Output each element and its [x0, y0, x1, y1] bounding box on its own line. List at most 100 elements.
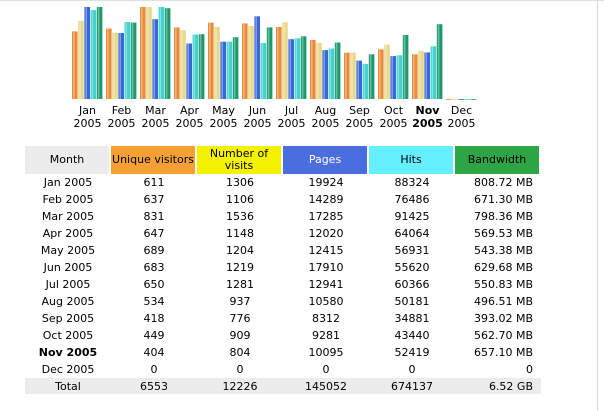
table-row: Mar 2005 831 1536 17285 91425 798.36 MB: [25, 208, 541, 225]
bar-highlight: [233, 37, 236, 99]
x-tick-year: 2005: [277, 117, 306, 130]
bar-highlight: [397, 55, 400, 99]
cell-visits: 909: [229, 329, 251, 342]
bar-highlight: [147, 7, 149, 99]
bar-highlight: [125, 22, 128, 99]
bar-highlight: [141, 7, 143, 99]
bar-pages-sep-2005: [356, 60, 362, 99]
top-border: [0, 0, 604, 1]
cell-pages: 12415: [308, 244, 344, 257]
bar-highlight: [181, 30, 183, 100]
x-tick-month: May: [212, 104, 235, 117]
bar-bandwidth-dec-2005: [470, 99, 477, 100]
cell-pages: 12020: [308, 227, 344, 240]
x-tick-year: 2005: [141, 117, 170, 130]
cell-month: May 2005: [40, 244, 96, 257]
bar-hits-apr-2005: [192, 34, 199, 99]
bar-pages-feb-2005: [118, 33, 124, 99]
x-tick-month: Jan: [79, 104, 96, 117]
bar-highlight: [267, 27, 270, 99]
bar-highlight: [413, 54, 415, 99]
bar-highlight: [159, 7, 162, 99]
cell-pages: 17910: [308, 261, 344, 274]
total-cell-pages: 145052: [283, 378, 369, 394]
bar-bandwidth-aug-2005: [334, 42, 341, 99]
bar-unique-visitors-jun-2005: [242, 23, 248, 99]
cell-pages: 9281: [312, 329, 340, 342]
x-tick-month: Sep: [349, 104, 370, 117]
header-number-of-visits: Number of visits: [197, 146, 283, 174]
cell-unique-visitors: 650: [143, 278, 165, 291]
cell-hits: 50181: [394, 295, 430, 308]
bar-highlight: [311, 39, 313, 99]
bar-highlight: [193, 34, 196, 99]
x-tick-year: 2005: [209, 117, 238, 130]
cell-hits: 88324: [394, 176, 430, 189]
bar-hits-feb-2005: [124, 22, 131, 99]
bar-hits-jan-2005: [90, 10, 97, 100]
bar-highlight: [107, 28, 109, 99]
bar-highlight: [369, 54, 372, 99]
bar-pages-may-2005: [220, 41, 226, 99]
cell-pages: 14289: [308, 193, 344, 206]
bar-number-of-visits-may-2005: [214, 26, 220, 99]
x-tick-label: Jul 2005: [272, 104, 312, 130]
bar-bandwidth-apr-2005: [198, 34, 205, 100]
bar-highlight: [113, 32, 115, 99]
cell-pages: 19924: [308, 176, 344, 189]
cell-visits: 1204: [226, 244, 254, 257]
x-tick-label: Jun 2005: [238, 104, 278, 130]
cell-bandwidth: 671.30 MB: [473, 193, 533, 206]
bar-bandwidth-feb-2005: [130, 22, 137, 100]
cell-hits: 76486: [394, 193, 430, 206]
bar-hits-aug-2005: [328, 48, 335, 99]
bar-bandwidth-jul-2005: [300, 36, 307, 99]
x-tick-label: Jan 2005: [68, 104, 108, 130]
x-tick-month: Jun: [248, 104, 267, 117]
x-tick-label: Feb 2005: [102, 104, 142, 130]
bar-bandwidth-jan-2005: [96, 7, 103, 99]
cell-visits: 804: [229, 346, 251, 359]
bar-highlight: [97, 7, 100, 99]
bar-highlight: [379, 49, 381, 99]
header-month: Month: [25, 146, 111, 174]
bar-pages-aug-2005: [322, 50, 328, 99]
bar-chart-svg: [72, 7, 477, 100]
bar-unique-visitors-feb-2005: [106, 28, 112, 99]
cell-month: Jan 2005: [43, 176, 93, 189]
bar-number-of-visits-nov-2005: [418, 50, 424, 99]
cell-month: Apr 2005: [42, 227, 94, 240]
cell-bandwidth: 562.70 MB: [473, 329, 533, 342]
bar-hits-oct-2005: [396, 55, 403, 99]
bar-highlight: [329, 48, 332, 99]
bar-bandwidth-jun-2005: [266, 27, 273, 99]
bar-highlight: [431, 46, 434, 99]
x-tick-month: Feb: [111, 104, 132, 117]
cell-month: Jul 2005: [45, 278, 91, 291]
bar-pages-nov-2005: [424, 52, 430, 99]
header-unique-visitors: Unique visitors: [111, 146, 197, 174]
bar-highlight: [73, 31, 75, 99]
cell-month: Nov 2005: [38, 346, 98, 359]
cell-visits: 1106: [226, 193, 254, 206]
bar-highlight: [363, 63, 366, 99]
table-row: Jun 2005 683 1219 17910 55620 629.68 MB: [25, 259, 541, 276]
bar-pages-mar-2005: [152, 19, 158, 100]
bar-hits-sep-2005: [362, 63, 369, 99]
bar-bandwidth-may-2005: [232, 37, 239, 99]
bar-highlight: [437, 24, 440, 100]
bar-pages-apr-2005: [186, 43, 192, 99]
cell-hits: 52419: [394, 346, 430, 359]
cell-unique-visitors: 647: [143, 227, 165, 240]
x-tick-month: Mar: [145, 104, 166, 117]
cell-unique-visitors: 683: [143, 261, 165, 274]
bar-number-of-visits-aug-2005: [316, 42, 322, 99]
cell-month: Aug 2005: [41, 295, 95, 308]
bar-highlight: [301, 36, 304, 99]
cell-bandwidth: 629.68 MB: [473, 261, 533, 274]
bar-bandwidth-mar-2005: [164, 8, 171, 100]
bar-highlight: [391, 56, 393, 99]
bar-bandwidth-sep-2005: [368, 54, 375, 99]
x-tick-month: Jul: [284, 104, 299, 117]
bar-hits-dec-2005: [464, 99, 471, 100]
